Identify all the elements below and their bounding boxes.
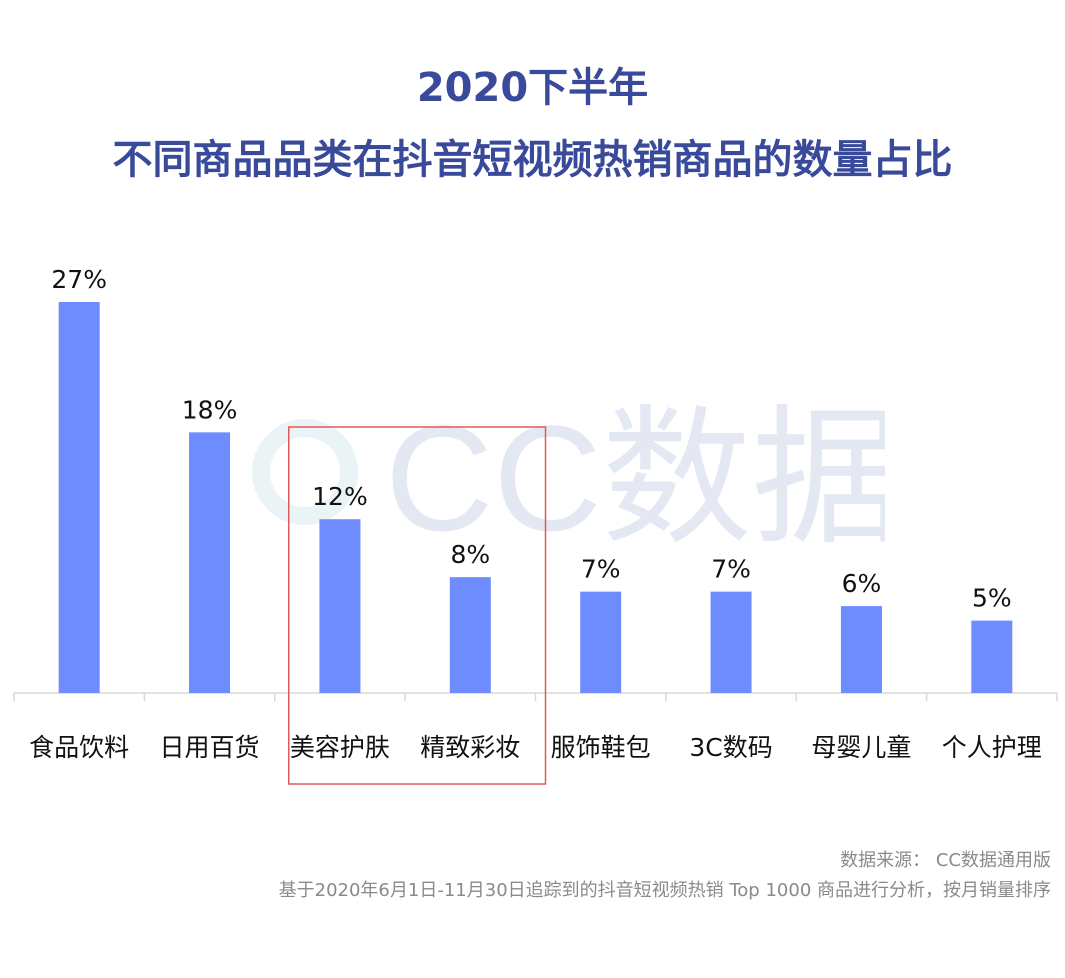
category-label: 母婴儿童 [811, 733, 911, 762]
bar [971, 620, 1013, 693]
category-label: 美容护肤 [290, 733, 390, 762]
chart-title-line1: 2020下半年 [416, 65, 649, 111]
x-axis-ticks [13, 693, 1058, 701]
watermark-text: CC数据 [385, 394, 885, 560]
data-label: 6% [842, 569, 882, 598]
data-source: 数据来源： CC数据通用版 [840, 850, 1051, 871]
data-label: 7% [711, 555, 751, 584]
data-label: 18% [182, 395, 238, 424]
category-label: 日用百货 [160, 733, 260, 762]
chart-title-line2: 不同商品品类在抖音短视频热销商品的数量占比 [112, 137, 953, 183]
category-label: 3C数码 [689, 733, 772, 762]
data-label: 5% [972, 584, 1012, 613]
bar [319, 519, 361, 693]
bar [710, 591, 752, 693]
watermark-ring-icon [252, 419, 358, 525]
data-labels: 27% 18% 12% 8% 7% 7% 6% 5% [51, 265, 1011, 613]
bar [840, 606, 882, 693]
highlight-box [288, 426, 547, 785]
bar [189, 432, 231, 693]
category-label: 食品饮料 [29, 733, 129, 762]
bar [58, 302, 100, 693]
category-label: 精致彩妆 [420, 733, 520, 762]
bars [58, 302, 1013, 693]
bar [449, 577, 491, 693]
watermark-logo: CC数据 [252, 394, 885, 560]
data-label: 8% [450, 540, 490, 569]
category-label: 服饰鞋包 [551, 733, 651, 762]
data-label: 12% [312, 482, 368, 511]
data-label: 27% [51, 265, 107, 294]
footnote: 基于2020年6月1日-11月30日追踪到的抖音短视频热销 Top 1000 商… [278, 880, 1051, 901]
category-labels: 食品饮料 日用百货 美容护肤 精致彩妆 服饰鞋包 3C数码 母婴儿童 个人护理 [29, 733, 1042, 762]
data-label: 7% [581, 555, 621, 584]
bar-chart: 27% 18% 12% 8% 7% 7% 6% 5% 食品饮料 日用百货 美容护肤 精致彩妆 服饰鞋包… [13, 265, 1058, 785]
category-label: 个人护理 [942, 733, 1042, 762]
bar [580, 591, 622, 693]
